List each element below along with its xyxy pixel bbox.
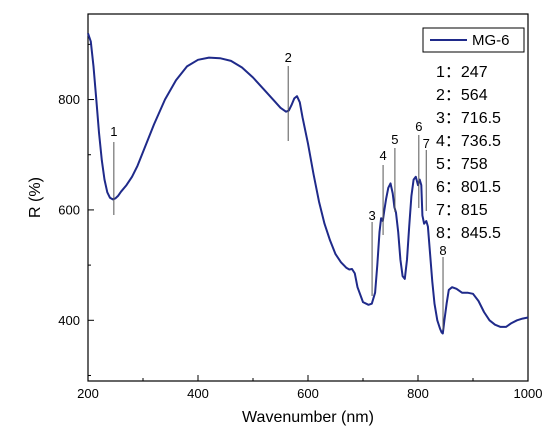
peak-marker-label: 8 <box>439 243 446 258</box>
series-layer <box>87 32 529 335</box>
axes: 200 400 600 800 1000 400 600 800 Wavenumber (nm)… <box>27 13 543 426</box>
x-tick-label: 800 <box>407 386 429 401</box>
peak-list-item: 7：815 <box>436 202 488 219</box>
x-axis-label: Wavenumber (nm) <box>242 409 374 426</box>
x-tick-label: 600 <box>297 386 319 401</box>
peak-marker-label: 1 <box>110 124 117 139</box>
peak-list-item: 5：758 <box>436 156 488 173</box>
y-tick-label: 400 <box>58 313 80 328</box>
peak-marker-label: 2 <box>285 50 292 65</box>
peak-list-item: 2：564 <box>436 87 488 104</box>
y-tick-label: 600 <box>58 202 80 217</box>
peak-marker-label: 7 <box>423 136 430 151</box>
peak-marker-label: 5 <box>391 132 398 147</box>
peak-list-item: 8：845.5 <box>436 225 501 242</box>
series-line-mg-6 <box>87 32 529 335</box>
legend-series-name: MG-6 <box>472 32 510 49</box>
x-tick-label: 1000 <box>514 386 543 401</box>
legend: MG-6 1：247 2：564 3：716.5 4：736.5 5：758 6：801.5… <box>422 27 525 242</box>
peak-list-item: 3：716.5 <box>436 110 501 127</box>
peak-list-item: 6：801.5 <box>436 179 501 196</box>
peak-list-item: 1：247 <box>436 64 488 81</box>
y-axis-label: R (%) <box>27 177 44 218</box>
peak-marker-label: 6 <box>415 119 422 134</box>
peak-list-item: 4：736.5 <box>436 133 501 150</box>
x-tick-label: 400 <box>187 386 209 401</box>
peak-marker-label: 3 <box>368 208 375 223</box>
x-tick-label: 200 <box>77 386 99 401</box>
peak-marker-label: 4 <box>379 148 386 163</box>
y-tick-label: 800 <box>58 92 80 107</box>
